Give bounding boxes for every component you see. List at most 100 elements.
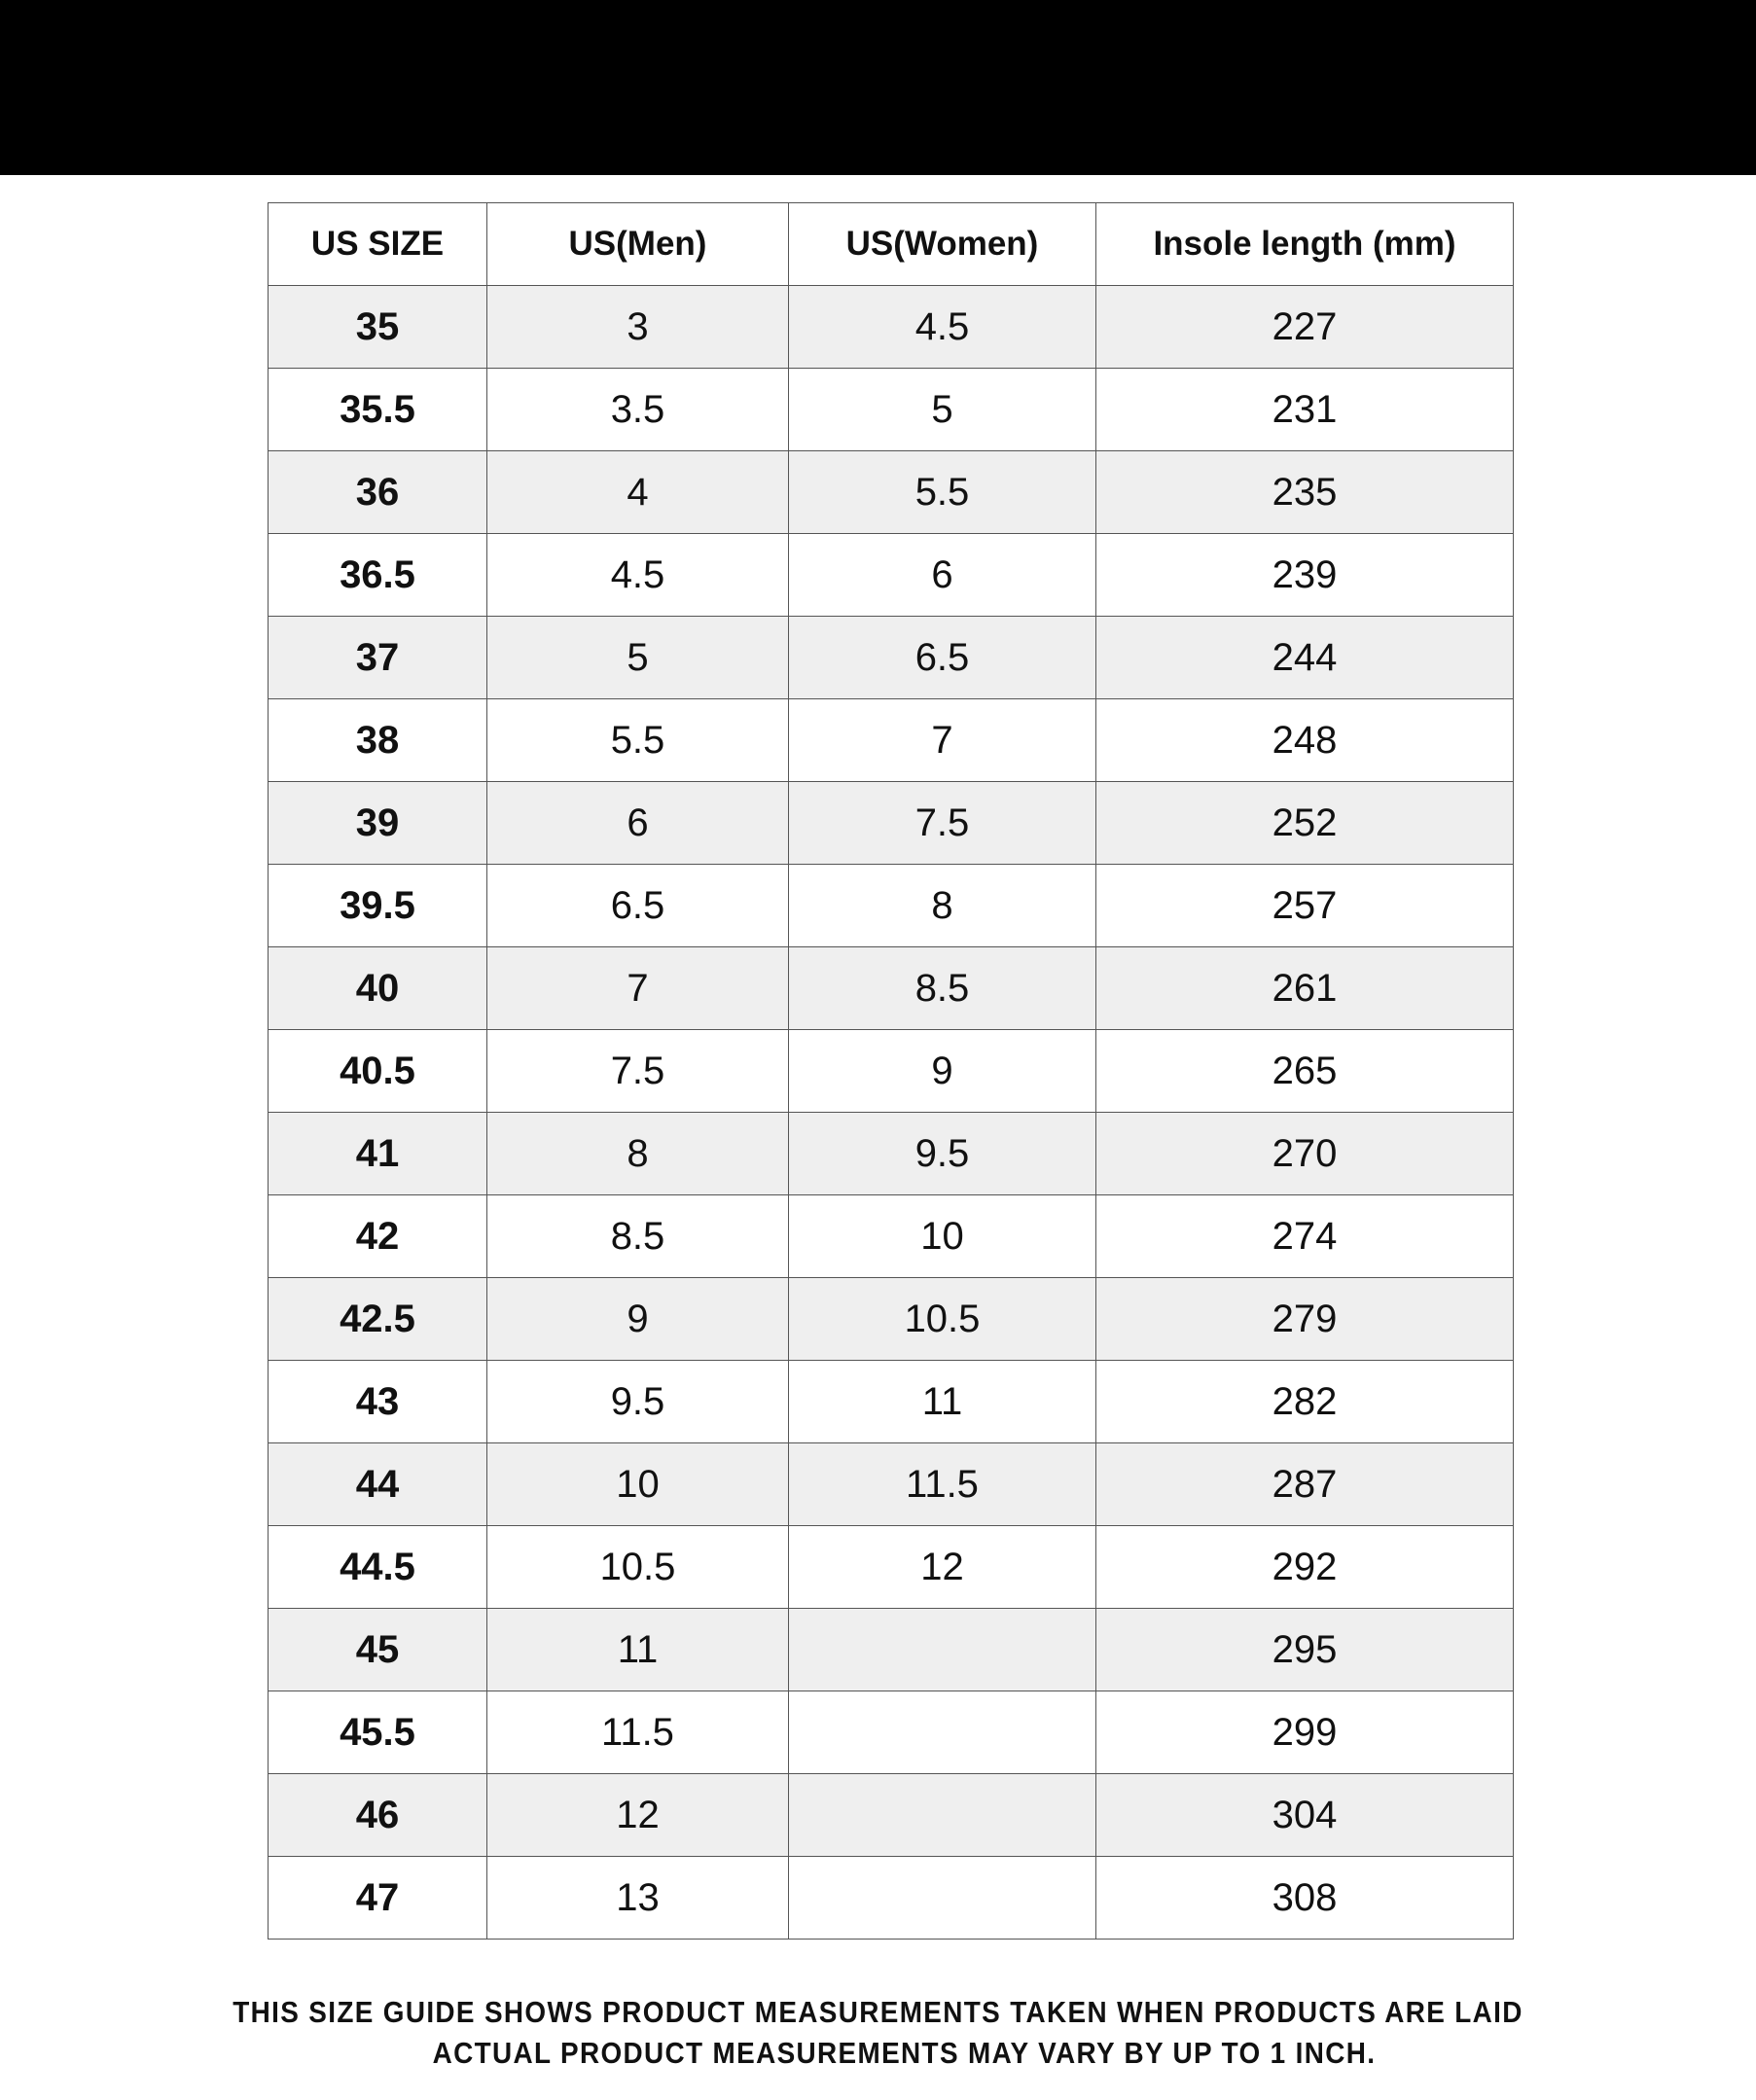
table-cell: 257 [1095, 864, 1514, 947]
table-row: 39.5 6.5 8 257 [268, 864, 1514, 947]
table-row: 40.5 7.5 9 265 [268, 1029, 1514, 1113]
table-cell: 11.5 [486, 1691, 789, 1774]
table-row: 44.5 10.5 12 292 [268, 1525, 1514, 1609]
table-cell: 38 [268, 698, 487, 782]
table-cell: 46 [268, 1773, 487, 1857]
table-cell: 40 [268, 946, 487, 1030]
table-cell: 244 [1095, 616, 1514, 699]
table-row: 43 9.5 11 282 [268, 1360, 1514, 1443]
table-cell: 279 [1095, 1277, 1514, 1361]
table-cell: 35 [268, 285, 487, 369]
table-cell: 10 [788, 1194, 1096, 1278]
table-cell: 6 [788, 533, 1096, 617]
table-cell: 40.5 [268, 1029, 487, 1113]
table-cell: 10.5 [486, 1525, 789, 1609]
table-row: 36.5 4.5 6 239 [268, 533, 1514, 617]
header-cell: Insole length (mm) [1095, 202, 1514, 286]
table-cell: 265 [1095, 1029, 1514, 1113]
header-cell: US(Men) [486, 202, 789, 286]
footer-line: ACTUAL PRODUCT MEASUREMENTS MAY VARY BY … [432, 2036, 1377, 2070]
table-row: 36 4 5.5 235 [268, 450, 1514, 534]
table-cell: 9 [788, 1029, 1096, 1113]
table-row: 46 12 304 [268, 1773, 1514, 1857]
table-cell: 12 [788, 1525, 1096, 1609]
table-cell: 13 [486, 1856, 789, 1940]
empty-cell [788, 1691, 1096, 1774]
table-cell: 5 [788, 368, 1096, 451]
footer: THIS SIZE GUIDE SHOWS PRODUCT MEASUREMEN… [0, 1992, 1756, 2074]
table-cell: 299 [1095, 1691, 1514, 1774]
table-cell: 7.5 [788, 781, 1096, 865]
table-cell: 4.5 [486, 533, 789, 617]
table-cell: 42 [268, 1194, 487, 1278]
table-cell: 248 [1095, 698, 1514, 782]
table-cell: 9.5 [788, 1112, 1096, 1195]
table-row: 39 6 7.5 252 [268, 781, 1514, 865]
table-cell: 5.5 [486, 698, 789, 782]
table-cell: 39 [268, 781, 487, 865]
table-cell: 292 [1095, 1525, 1514, 1609]
table-cell: 227 [1095, 285, 1514, 369]
table-cell: 12 [486, 1773, 789, 1857]
table-cell: 7 [788, 698, 1096, 782]
table-cell: 47 [268, 1856, 487, 1940]
table-cell: 39.5 [268, 864, 487, 947]
table-cell: 239 [1095, 533, 1514, 617]
table-cell: 44 [268, 1442, 487, 1526]
table-row: 42 8.5 10 274 [268, 1194, 1514, 1278]
table-cell: 282 [1095, 1360, 1514, 1443]
table-cell: 11 [788, 1360, 1096, 1443]
table-cell: 8 [486, 1112, 789, 1195]
table-row: 38 5.5 7 248 [268, 698, 1514, 782]
table-cell: 37 [268, 616, 487, 699]
table-row: 37 5 6.5 244 [268, 616, 1514, 699]
table-cell: 6.5 [486, 864, 789, 947]
table-row: 35 3 4.5 227 [268, 285, 1514, 369]
table-cell: 35.5 [268, 368, 487, 451]
table-cell: 9.5 [486, 1360, 789, 1443]
table-cell: 308 [1095, 1856, 1514, 1940]
table-cell: 45.5 [268, 1691, 487, 1774]
table-cell: 8 [788, 864, 1096, 947]
table-cell: 3 [486, 285, 789, 369]
table-cell: 42.5 [268, 1277, 487, 1361]
table-cell: 4.5 [788, 285, 1096, 369]
table-cell: 9 [486, 1277, 789, 1361]
table-cell: 8.5 [486, 1194, 789, 1278]
table-cell: 4 [486, 450, 789, 534]
table-cell: 5.5 [788, 450, 1096, 534]
table-row: 47 13 308 [268, 1856, 1514, 1940]
header-row: US SIZE US(Men) US(Women) Insole length (mm… [268, 202, 1514, 286]
table-cell: 231 [1095, 368, 1514, 451]
size-table: US SIZE US(Men) US(Women) Insole length (mm… [268, 202, 1514, 1940]
table-cell: 8.5 [788, 946, 1096, 1030]
table-cell: 11.5 [788, 1442, 1096, 1526]
table-cell: 45 [268, 1608, 487, 1691]
top-bar [0, 0, 1756, 175]
header-cell: US SIZE [268, 202, 487, 286]
header-cell: US(Women) [788, 202, 1096, 286]
table-cell: 252 [1095, 781, 1514, 865]
empty-cell [788, 1608, 1096, 1691]
table-row: 41 8 9.5 270 [268, 1112, 1514, 1195]
table-cell: 304 [1095, 1773, 1514, 1857]
table-cell: 5 [486, 616, 789, 699]
table-cell: 10.5 [788, 1277, 1096, 1361]
table-cell: 287 [1095, 1442, 1514, 1526]
table-cell: 3.5 [486, 368, 789, 451]
table-cell: 6.5 [788, 616, 1096, 699]
table-row: 42.5 9 10.5 279 [268, 1277, 1514, 1361]
table-cell: 43 [268, 1360, 487, 1443]
table-cell: 10 [486, 1442, 789, 1526]
table-cell: 36.5 [268, 533, 487, 617]
table-cell: 41 [268, 1112, 487, 1195]
table-row: 45.5 11.5 299 [268, 1691, 1514, 1774]
table-row: 35.5 3.5 5 231 [268, 368, 1514, 451]
empty-cell [788, 1856, 1096, 1940]
table-cell: 36 [268, 450, 487, 534]
empty-cell [788, 1773, 1096, 1857]
table-cell: 261 [1095, 946, 1514, 1030]
table-cell: 235 [1095, 450, 1514, 534]
table-row: 44 10 11.5 287 [268, 1442, 1514, 1526]
